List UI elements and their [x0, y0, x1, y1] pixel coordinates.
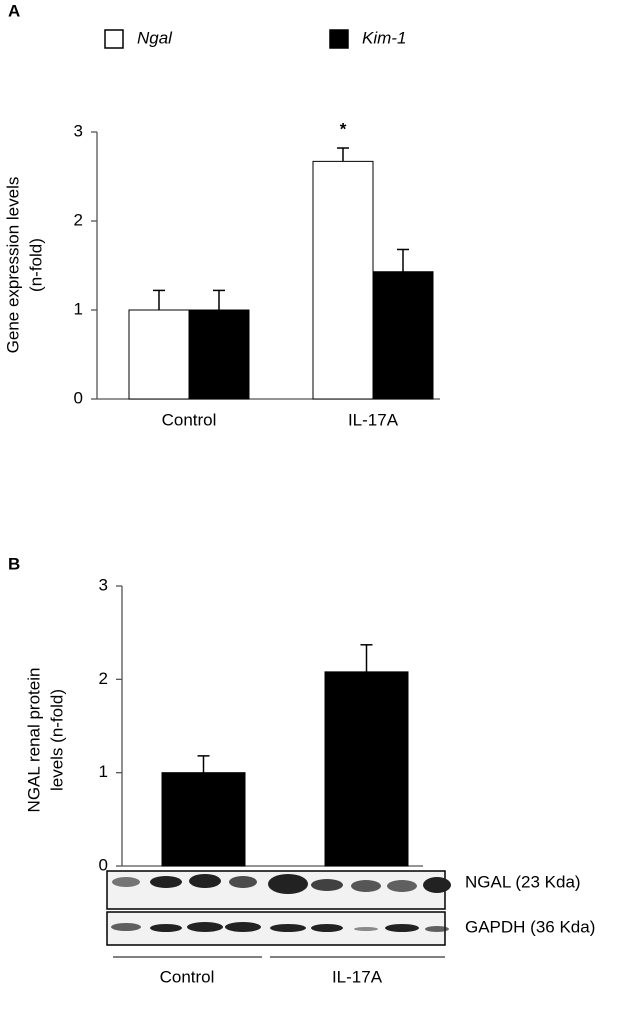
bar: [324, 671, 409, 867]
legend-swatch: [329, 29, 349, 49]
significance-marker: *: [340, 120, 347, 139]
y-tick-label: 0: [99, 855, 108, 874]
legend-swatch: [104, 29, 124, 49]
bar: [188, 309, 250, 400]
x-tick-label: IL-17A: [348, 410, 399, 429]
bar: [128, 309, 190, 400]
y-tick-label: 2: [74, 210, 83, 229]
bar: [161, 772, 246, 867]
y-axis-label: (n-fold): [26, 238, 45, 292]
blot-group-label: IL-17A: [332, 967, 383, 986]
y-axis-label: levels (n-fold): [47, 689, 66, 791]
y-tick-label: 3: [74, 121, 83, 140]
y-tick-label: 1: [74, 299, 83, 318]
blot-image: [106, 870, 451, 958]
y-tick-label: 3: [99, 575, 108, 594]
y-tick-label: 0: [74, 388, 83, 407]
y-tick-label: 2: [99, 669, 108, 688]
y-axis-label: NGAL renal protein: [24, 668, 43, 813]
y-axis-label: Gene expression levels: [3, 177, 22, 354]
blot-row-label: NGAL (23 Kda): [465, 872, 581, 891]
blot-row-label: GAPDH (36 Kda): [465, 917, 595, 936]
legend-label: Kim-1: [362, 28, 406, 47]
y-tick-label: 1: [99, 762, 108, 781]
blot-group-label: Control: [160, 967, 215, 986]
panel-label: A: [8, 1, 20, 20]
bar: [372, 271, 434, 400]
panel-label: B: [8, 554, 20, 573]
x-tick-label: Control: [162, 410, 217, 429]
bar: [312, 160, 374, 400]
legend-label: Ngal: [137, 28, 173, 47]
